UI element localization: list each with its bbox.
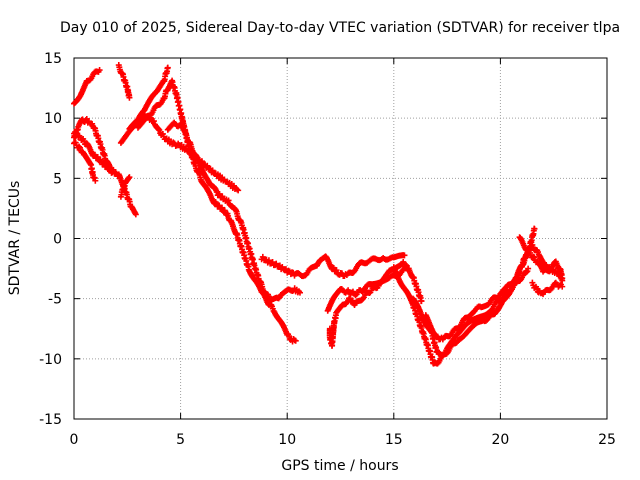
data-point [96,67,103,74]
data-point [265,257,272,264]
series-track-4 [71,129,116,176]
series-track-2 [71,115,139,218]
series-track-8 [126,64,171,132]
data-point [109,169,116,176]
y-tick-label: -10 [39,352,62,368]
series-track-18 [529,279,566,298]
data-point [92,177,99,184]
data-point [401,252,408,259]
data-point [269,259,276,266]
x-tick-label: 25 [598,432,616,448]
chart-title: Day 010 of 2025, Sidereal Day-to-day VTE… [60,20,620,36]
y-tick-label: 5 [53,171,62,187]
data-point [333,267,340,274]
x-tick-label: 0 [70,432,79,448]
data-point [296,289,303,296]
data-point [76,144,83,151]
x-tick-label: 20 [491,432,509,448]
y-tick-label: 15 [44,51,62,67]
series-track-9 [134,77,299,345]
data-point [559,283,566,290]
data-point [273,260,280,267]
x-tick-label: 10 [278,432,296,448]
x-tick-label: 15 [385,432,403,448]
series-track-15 [409,265,532,359]
y-tick-label: 10 [44,111,62,127]
x-tick-label: 5 [176,432,185,448]
data-point [225,197,232,204]
data-point [126,174,133,181]
y-tick-label: -5 [48,292,62,308]
data-point [156,127,163,134]
data-point [525,265,532,272]
data-point [265,293,272,300]
y-tick-label: 0 [53,232,62,248]
series-track-5 [115,62,133,101]
data-point [531,254,538,261]
tick-layer: 0 5 10 15 20 25 -15 -10 -5 0 5 10 15 [39,51,616,448]
series-track-1 [71,67,103,107]
data-point [150,118,157,125]
data-point [235,187,242,194]
data-point [275,295,282,302]
series-track-17 [516,234,566,282]
data-point [234,186,241,193]
data-point [132,211,139,218]
series-track-3 [71,139,99,184]
series-layer [71,62,566,367]
series-track-6 [117,174,133,200]
data-point [559,275,566,282]
data-point [402,262,409,269]
data-point [418,298,425,305]
series-track-13 [326,258,425,349]
x-axis-label: GPS time / hours [281,458,398,474]
series-track-10 [164,119,303,304]
data-point [204,162,211,169]
data-point [76,143,83,150]
data-point [292,337,299,344]
data-point [126,94,133,101]
series-track-11 [258,252,408,280]
y-tick-label: -15 [39,412,62,428]
data-point [164,64,171,71]
y-axis-label: SDTVAR / TECUs [7,181,23,296]
data-point [531,225,538,232]
